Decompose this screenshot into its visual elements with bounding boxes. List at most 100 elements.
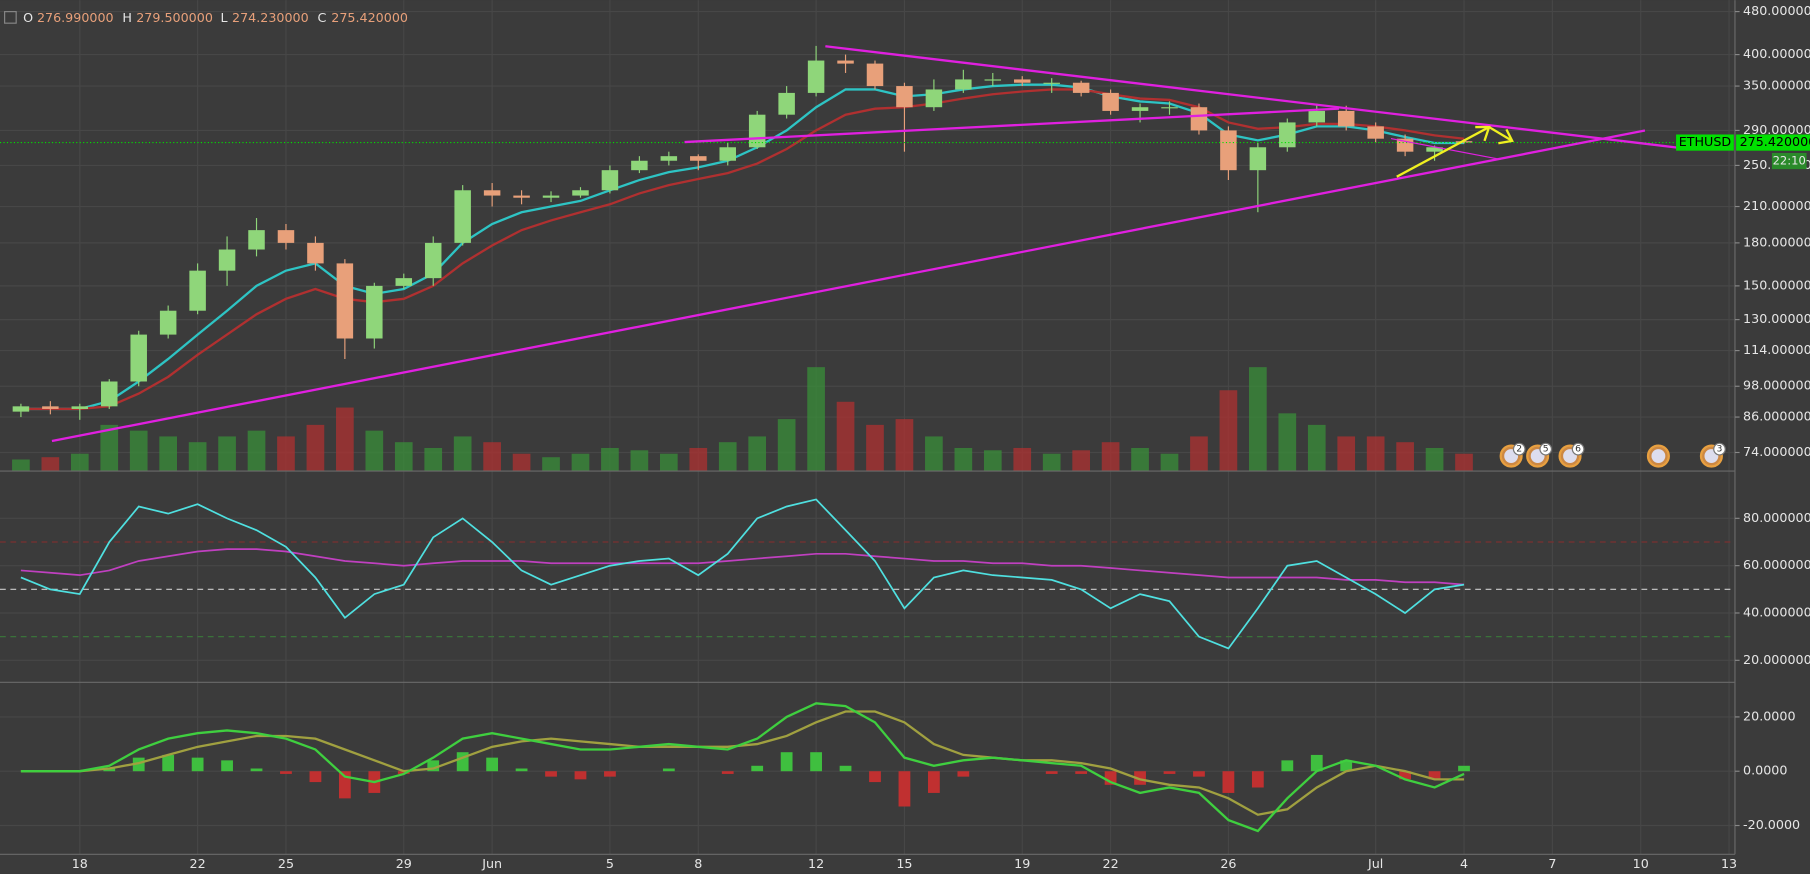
candle-body [248, 230, 265, 250]
trendline [825, 45, 1680, 149]
ohlc-label: H [122, 10, 132, 25]
candle-body [159, 310, 177, 335]
macd-histogram-bar [280, 771, 292, 774]
price-tag [1736, 134, 1810, 151]
x-tick-label: Jul [1367, 856, 1383, 871]
x-tick-label: 7 [1548, 856, 1556, 871]
candle-body [1367, 126, 1384, 139]
volume-bar [218, 436, 236, 472]
candle-body [1455, 141, 1473, 143]
y-tick-label: 80.000000 [1743, 510, 1810, 525]
volume-bar [1219, 390, 1238, 472]
volume-bar [1307, 424, 1326, 472]
volume-bar [807, 367, 825, 472]
event-count: 2 [1516, 444, 1522, 455]
macd-line [20, 702, 1465, 833]
candle-body [454, 190, 471, 243]
y-tick-label: 150.000000 [1743, 277, 1810, 292]
y-tick-label: 400.000000 [1743, 46, 1810, 61]
volume-bar [1072, 450, 1090, 472]
event-count-badge [1539, 442, 1553, 456]
x-tick-label: 8 [694, 856, 702, 871]
x-tick-label: 22 [190, 856, 206, 871]
projection-arrows [1396, 125, 1514, 178]
candle-body [601, 170, 619, 191]
candle-body [366, 285, 383, 339]
x-tick-label: 15 [896, 856, 912, 871]
volume-bar [689, 447, 708, 472]
candle-body [984, 79, 1002, 81]
y-tick-label: 210.000000 [1743, 198, 1810, 213]
candle-body [1072, 82, 1090, 93]
candle-body [1190, 107, 1208, 131]
candle-body [690, 156, 707, 161]
candle-body [189, 270, 206, 311]
candle-body [218, 249, 236, 271]
volume-bar [188, 442, 207, 472]
volume-bar [660, 453, 678, 472]
x-tick-label: 4 [1460, 856, 1468, 871]
time-tag [1771, 152, 1807, 170]
arrow-head [1498, 128, 1514, 145]
y-tick-label: 114.000000 [1743, 342, 1810, 357]
y-tick-label: 60.000000 [1743, 557, 1810, 572]
volume-bar [983, 450, 1002, 472]
candle-body [542, 195, 560, 198]
candle-body [1279, 122, 1296, 148]
candle-body [42, 406, 59, 409]
candle-body [631, 160, 648, 171]
volume-bar [100, 424, 119, 472]
y-tick-label: 180.000000 [1743, 234, 1810, 249]
x-tick-label: 26 [1220, 856, 1236, 871]
x-tick-label: 18 [72, 856, 88, 871]
y-tick-label: 74.000000 [1743, 444, 1810, 459]
volume-bar [1131, 447, 1149, 472]
plot: 2 5 6 3 [0, 45, 1735, 833]
menu-icon[interactable] [4, 11, 17, 24]
arrow [1488, 126, 1513, 142]
volume-bar [1190, 436, 1208, 472]
volume-bar [336, 407, 354, 472]
macd-histogram-bar [751, 765, 764, 772]
event-count-badge [1571, 442, 1585, 456]
rsi-ma-line [20, 548, 1465, 586]
event-count: 6 [1575, 444, 1581, 455]
candle-body [307, 242, 324, 264]
candle-body [719, 147, 736, 161]
trendline [684, 107, 1340, 144]
volume-bar [70, 453, 89, 472]
y-tick-label: 350.000000 [1743, 78, 1810, 93]
x-tick-label: 10 [1633, 856, 1649, 871]
volume-bar [247, 430, 266, 472]
volume-bar [1337, 436, 1356, 472]
volume-bar [1249, 367, 1267, 472]
candle-body [1308, 110, 1326, 123]
candle-body [807, 60, 825, 93]
macd-histogram-bar [1428, 771, 1441, 780]
macd-histogram-bar [604, 771, 616, 777]
event-count: 5 [1543, 444, 1549, 455]
candle-body [277, 230, 295, 243]
macd-histogram-bar [1340, 760, 1353, 772]
volume-bar [1013, 447, 1032, 472]
x-tick-label: 29 [396, 856, 412, 871]
macd-histogram-bar [1104, 771, 1117, 785]
macd-histogram-bar [662, 768, 675, 772]
macd-histogram-bar [456, 752, 469, 772]
ohlc-label: L [220, 10, 227, 25]
volume-bar [836, 401, 855, 472]
volume-bar [1101, 442, 1120, 472]
volume-bar [277, 436, 295, 472]
macd-histogram-bar [1310, 754, 1323, 772]
candle-body [1220, 130, 1237, 171]
event-count-badge [1512, 442, 1526, 456]
volume-bar [630, 450, 649, 472]
candle-body [925, 89, 943, 108]
macd-histogram-bar [574, 771, 587, 780]
macd-histogram-bar [928, 771, 940, 793]
volume-bar [718, 442, 737, 472]
volume-bar [41, 457, 60, 472]
x-tick-label: 22 [1103, 856, 1119, 871]
macd-histogram-bar [486, 757, 499, 772]
volume-bar [777, 419, 796, 472]
